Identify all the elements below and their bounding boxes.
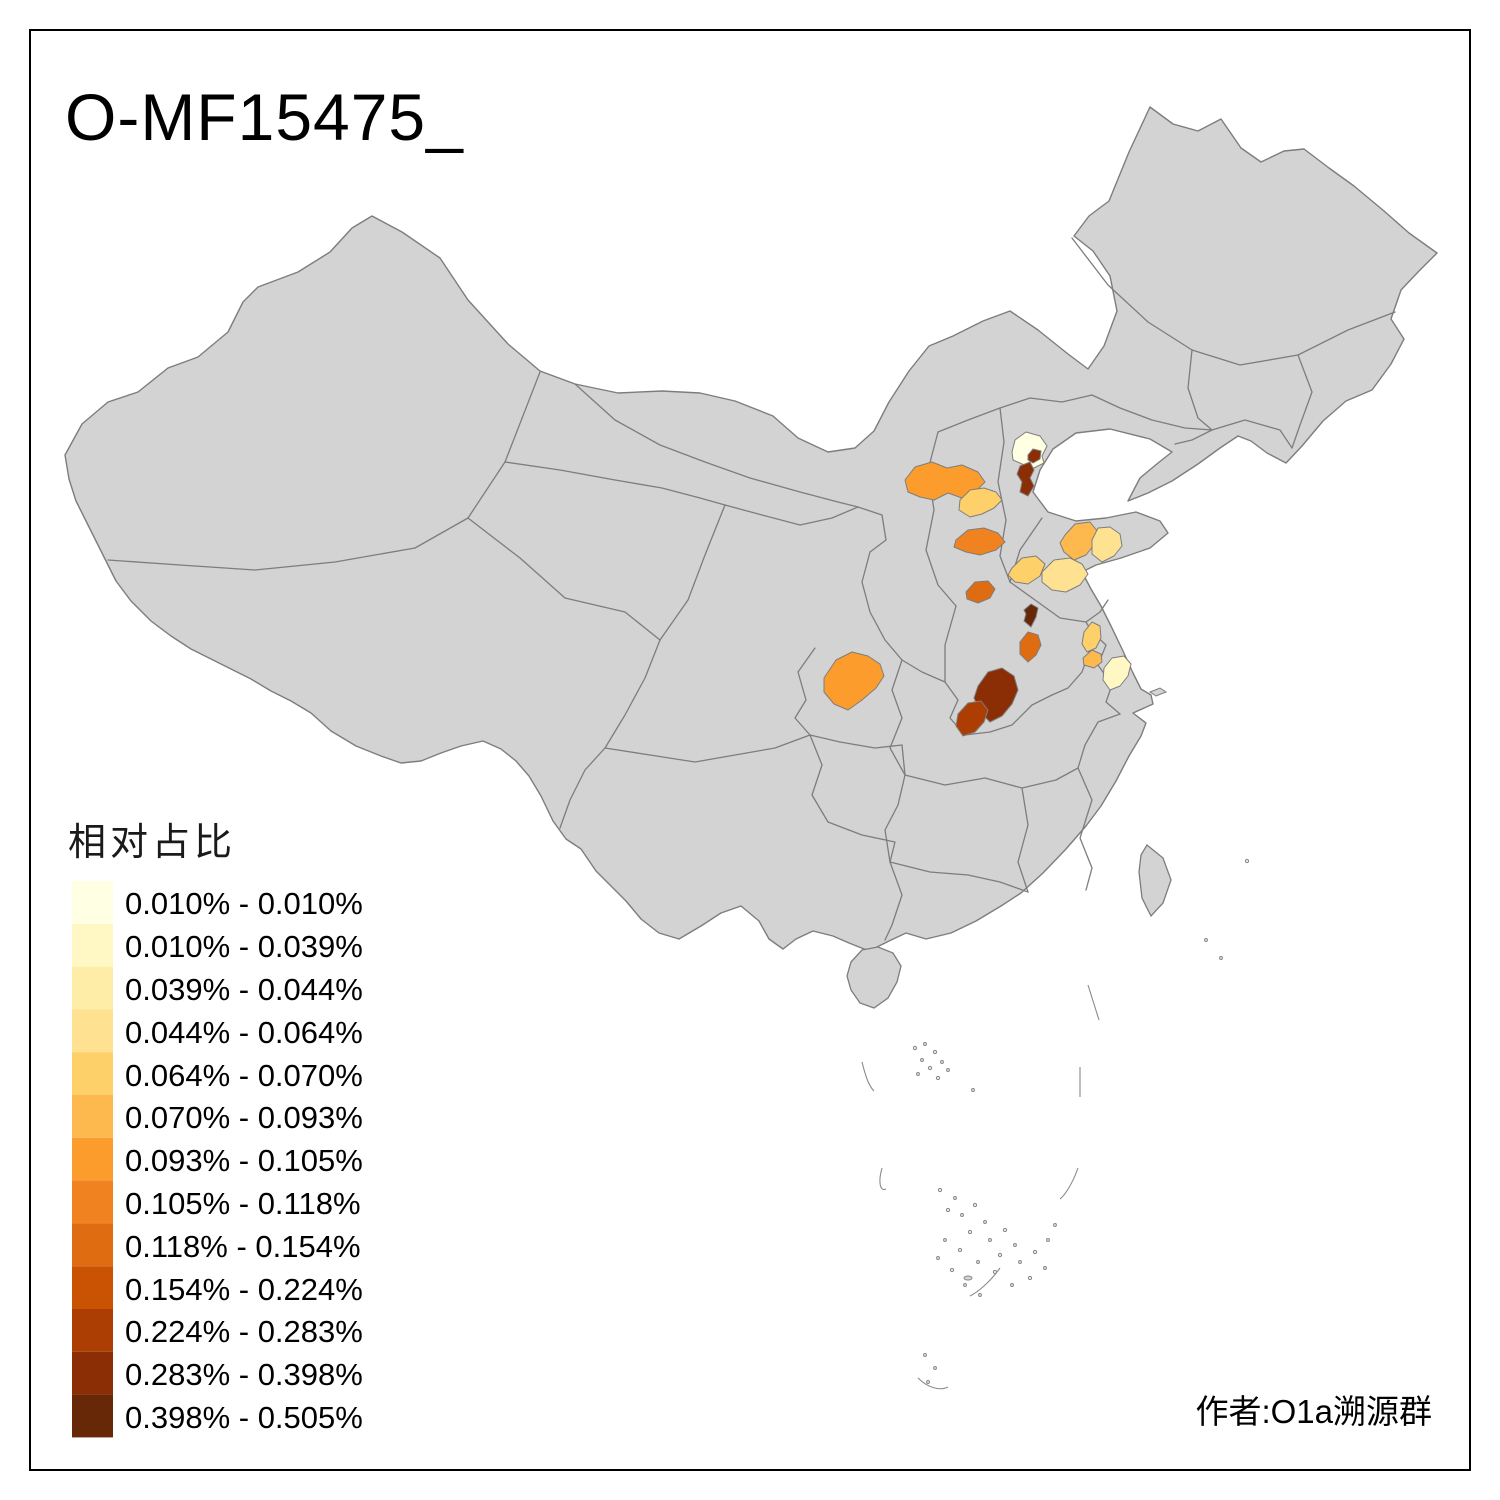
legend-swatch	[72, 1137, 113, 1181]
legend-swatch	[72, 1223, 113, 1267]
legend-swatch	[72, 1351, 113, 1395]
map-region	[1091, 526, 1123, 563]
legend-label: 0.398% - 0.505%	[125, 1400, 363, 1435]
page-title: O-MF15475_	[65, 80, 464, 154]
chongming-island	[1148, 687, 1168, 697]
map-region	[904, 461, 986, 501]
legend-swatch	[72, 1095, 113, 1138]
map-region	[1041, 557, 1089, 593]
map-region	[1023, 603, 1039, 628]
legend-label: 0.064% - 0.070%	[125, 1058, 363, 1093]
china-mainland	[64, 106, 1438, 952]
map-region	[1007, 555, 1046, 585]
legend-title: 相对占比	[68, 822, 236, 864]
legend-swatch	[72, 1180, 113, 1224]
map-region	[1027, 448, 1042, 464]
legend-label: 0.044% - 0.064%	[125, 1015, 363, 1050]
map-region	[958, 487, 1003, 518]
legend-label: 0.010% - 0.010%	[125, 886, 363, 921]
map-region	[823, 651, 885, 711]
map-region	[1102, 655, 1132, 691]
legend-label: 0.283% - 0.398%	[125, 1357, 363, 1392]
legend-label: 0.154% - 0.224%	[125, 1272, 363, 1307]
map-region	[1059, 521, 1099, 561]
legend-label: 0.093% - 0.105%	[125, 1143, 363, 1178]
legend-label: 0.105% - 0.118%	[125, 1186, 361, 1221]
map-region	[965, 580, 996, 604]
map-region	[1081, 621, 1102, 653]
legend-label: 0.224% - 0.283%	[125, 1314, 363, 1349]
legend-label: 0.010% - 0.039%	[125, 929, 363, 964]
map-region	[953, 527, 1006, 556]
legend-swatch	[72, 1266, 113, 1309]
legend-swatch	[72, 923, 113, 967]
legend-swatch	[72, 1309, 113, 1352]
map-frame	[29, 29, 1471, 1471]
map-region	[955, 700, 989, 737]
south-china-sea-islands	[861, 858, 1250, 1390]
map-region	[1082, 649, 1103, 669]
province-borders	[107, 237, 1396, 941]
legend: 相对占比 0.010% - 0.010% 0.010% - 0.039% 0.0…	[68, 822, 363, 1438]
author-credit: 作者:O1a溯源群	[1195, 1393, 1432, 1430]
legend-label: 0.118% - 0.154%	[125, 1229, 361, 1264]
choropleth-regions	[823, 431, 1132, 737]
legend-label: 0.039% - 0.044%	[125, 972, 363, 1007]
map-region	[1016, 461, 1035, 497]
legend-label: 0.070% - 0.093%	[125, 1100, 363, 1135]
map-region	[1019, 631, 1042, 663]
legend-swatch	[72, 1052, 113, 1095]
legend-swatch	[72, 1394, 113, 1438]
legend-swatch	[72, 966, 113, 1010]
legend-swatch	[72, 881, 113, 924]
hainan-island	[846, 946, 902, 1009]
taiwan-island	[1138, 844, 1172, 918]
legend-swatch	[72, 1009, 113, 1053]
